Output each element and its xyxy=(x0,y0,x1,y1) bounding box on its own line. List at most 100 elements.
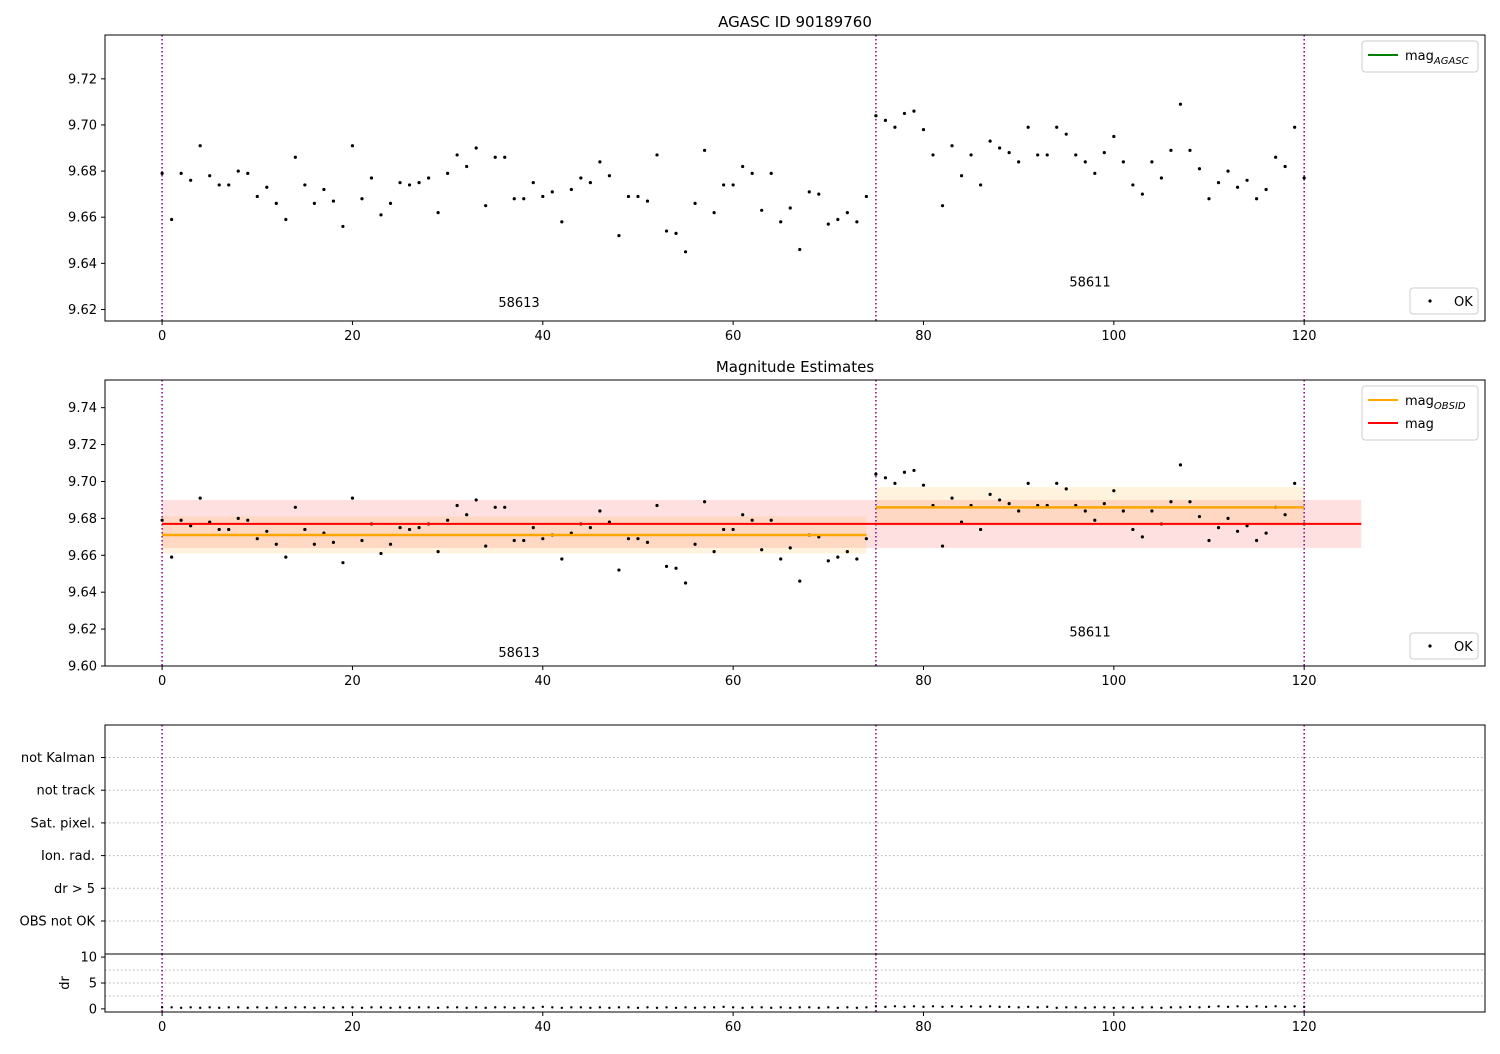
dr-data-point xyxy=(636,1006,640,1010)
dr-data-point xyxy=(503,1006,506,1009)
agasc-data-point xyxy=(331,199,336,203)
agasc-line-legend xyxy=(1361,40,1479,73)
agasc-data-point xyxy=(1064,132,1068,136)
dr-data-point xyxy=(1084,1006,1087,1010)
agasc-data-point xyxy=(1254,197,1259,201)
estimates-panel: 58613 58611 Magnitude Estimates 0 20 40 60 80… xyxy=(68,358,1486,689)
agasc-data-point xyxy=(693,201,697,205)
dr-data-point xyxy=(427,1006,430,1009)
agasc-data-point xyxy=(769,171,773,175)
dr-data-point xyxy=(731,1006,735,1009)
dr-data-point xyxy=(770,1006,773,1010)
estimates-x-tick-label: 80 xyxy=(915,674,932,689)
agasc-data-point xyxy=(1293,125,1297,129)
agasc-data-point xyxy=(845,210,849,215)
estimates-data-point xyxy=(836,555,840,559)
agasc-data-point xyxy=(1007,151,1011,155)
dr-data-point xyxy=(817,1006,820,1010)
flag-category-label: OBS not OK xyxy=(20,915,96,930)
estimates-data-point xyxy=(1131,527,1135,532)
estimates-data-point xyxy=(236,516,240,520)
flags-plot-frame xyxy=(104,724,1486,955)
agasc-data-point xyxy=(417,181,421,185)
agasc-data-point xyxy=(855,220,859,224)
dr-data-point xyxy=(741,1006,744,1010)
dr-data-point xyxy=(874,1005,878,1008)
estimates-data-point xyxy=(750,518,754,522)
estimates-data-point xyxy=(503,505,507,509)
dr-data-point xyxy=(1036,1006,1039,1009)
dr-data-point xyxy=(389,1006,392,1010)
agasc-data-point xyxy=(560,220,564,224)
estimates-data-point xyxy=(655,503,659,508)
agasc-y-tick-label: 9.72 xyxy=(68,72,97,87)
dr-data-point xyxy=(1112,1006,1116,1010)
dr-data-point xyxy=(1207,1005,1211,1009)
agasc-data-point xyxy=(722,183,726,187)
estimates-data-point xyxy=(217,527,221,532)
dr-data-point xyxy=(1188,1005,1192,1009)
agasc-scatter-legend-label: OK xyxy=(1454,295,1473,310)
agasc-data-point xyxy=(227,183,231,187)
agasc-data-point xyxy=(978,183,983,187)
agasc-data-point xyxy=(341,224,345,229)
dr-data-point xyxy=(750,1006,754,1009)
agasc-x-tick-label: 40 xyxy=(535,329,552,344)
agasc-data-point xyxy=(1131,183,1135,187)
dr-y-tick-label: 0 xyxy=(89,1002,97,1017)
agasc-data-point xyxy=(636,194,640,199)
dr-data-point xyxy=(884,1005,887,1009)
dr-x-tick-label: 0 xyxy=(158,1020,166,1035)
agasc-y-tick-label: 9.68 xyxy=(68,165,97,180)
agasc-data-point xyxy=(1264,187,1268,192)
dr-data-point xyxy=(1217,1005,1220,1008)
estimates-x-tick-label: 120 xyxy=(1292,674,1317,689)
dr-data-point xyxy=(760,1006,763,1009)
agasc-data-point xyxy=(817,192,821,196)
dr-data-point xyxy=(455,1006,459,1009)
estimates-data-point xyxy=(1197,514,1202,519)
agasc-data-point xyxy=(1169,148,1173,152)
estimates-data-point xyxy=(798,579,802,583)
estimates-data-point xyxy=(864,537,868,541)
dr-data-point xyxy=(1122,1006,1125,1009)
estimates-data-point xyxy=(293,505,297,509)
estimates-data-point xyxy=(1264,531,1268,535)
agasc-scatter-legend-marker xyxy=(1428,299,1432,303)
flag-category-label: dr > 5 xyxy=(54,882,95,897)
estimates-y-tick-label: 9.70 xyxy=(68,475,97,490)
estimates-scatter-legend xyxy=(1409,632,1479,660)
agasc-data-point xyxy=(655,153,659,157)
estimates-data-point xyxy=(1026,481,1030,485)
estimates-data-point xyxy=(912,468,916,473)
flag-category-label: Sat. pixel. xyxy=(31,816,95,831)
dr-data-point xyxy=(256,1006,259,1009)
estimates-legend-label: mag xyxy=(1405,417,1434,432)
agasc-data-point xyxy=(569,187,573,192)
estimates-data-point xyxy=(1293,481,1297,485)
estimates-data-point xyxy=(189,524,193,528)
dr-x-tick-label: 100 xyxy=(1101,1020,1126,1035)
agasc-data-point xyxy=(1283,164,1287,169)
estimates-data-point xyxy=(702,500,707,504)
estimates-data-point xyxy=(274,542,278,546)
dr-data-point xyxy=(1245,1005,1249,1009)
dr-data-point xyxy=(846,1006,849,1009)
estimates-data-point xyxy=(998,498,1002,502)
estimates-data-point xyxy=(474,498,478,502)
agasc-data-point xyxy=(379,213,383,217)
agasc-data-point xyxy=(1083,160,1087,164)
agasc-data-point xyxy=(664,229,669,233)
dr-data-point xyxy=(513,1006,516,1010)
dr-data-point xyxy=(1274,1005,1277,1008)
estimates-y-tick-label: 9.72 xyxy=(68,438,97,453)
agasc-data-point xyxy=(674,231,678,235)
estimates-data-point xyxy=(541,537,545,541)
dr-data-point xyxy=(798,1006,801,1009)
dr-data-point xyxy=(332,1006,335,1010)
estimates-data-point xyxy=(417,526,421,530)
agasc-data-point xyxy=(312,201,316,205)
dr-data-point xyxy=(1007,1005,1011,1009)
flag-category-label: not Kalman xyxy=(21,751,95,766)
estimates-legend-subscript: OBSID xyxy=(1434,401,1466,412)
